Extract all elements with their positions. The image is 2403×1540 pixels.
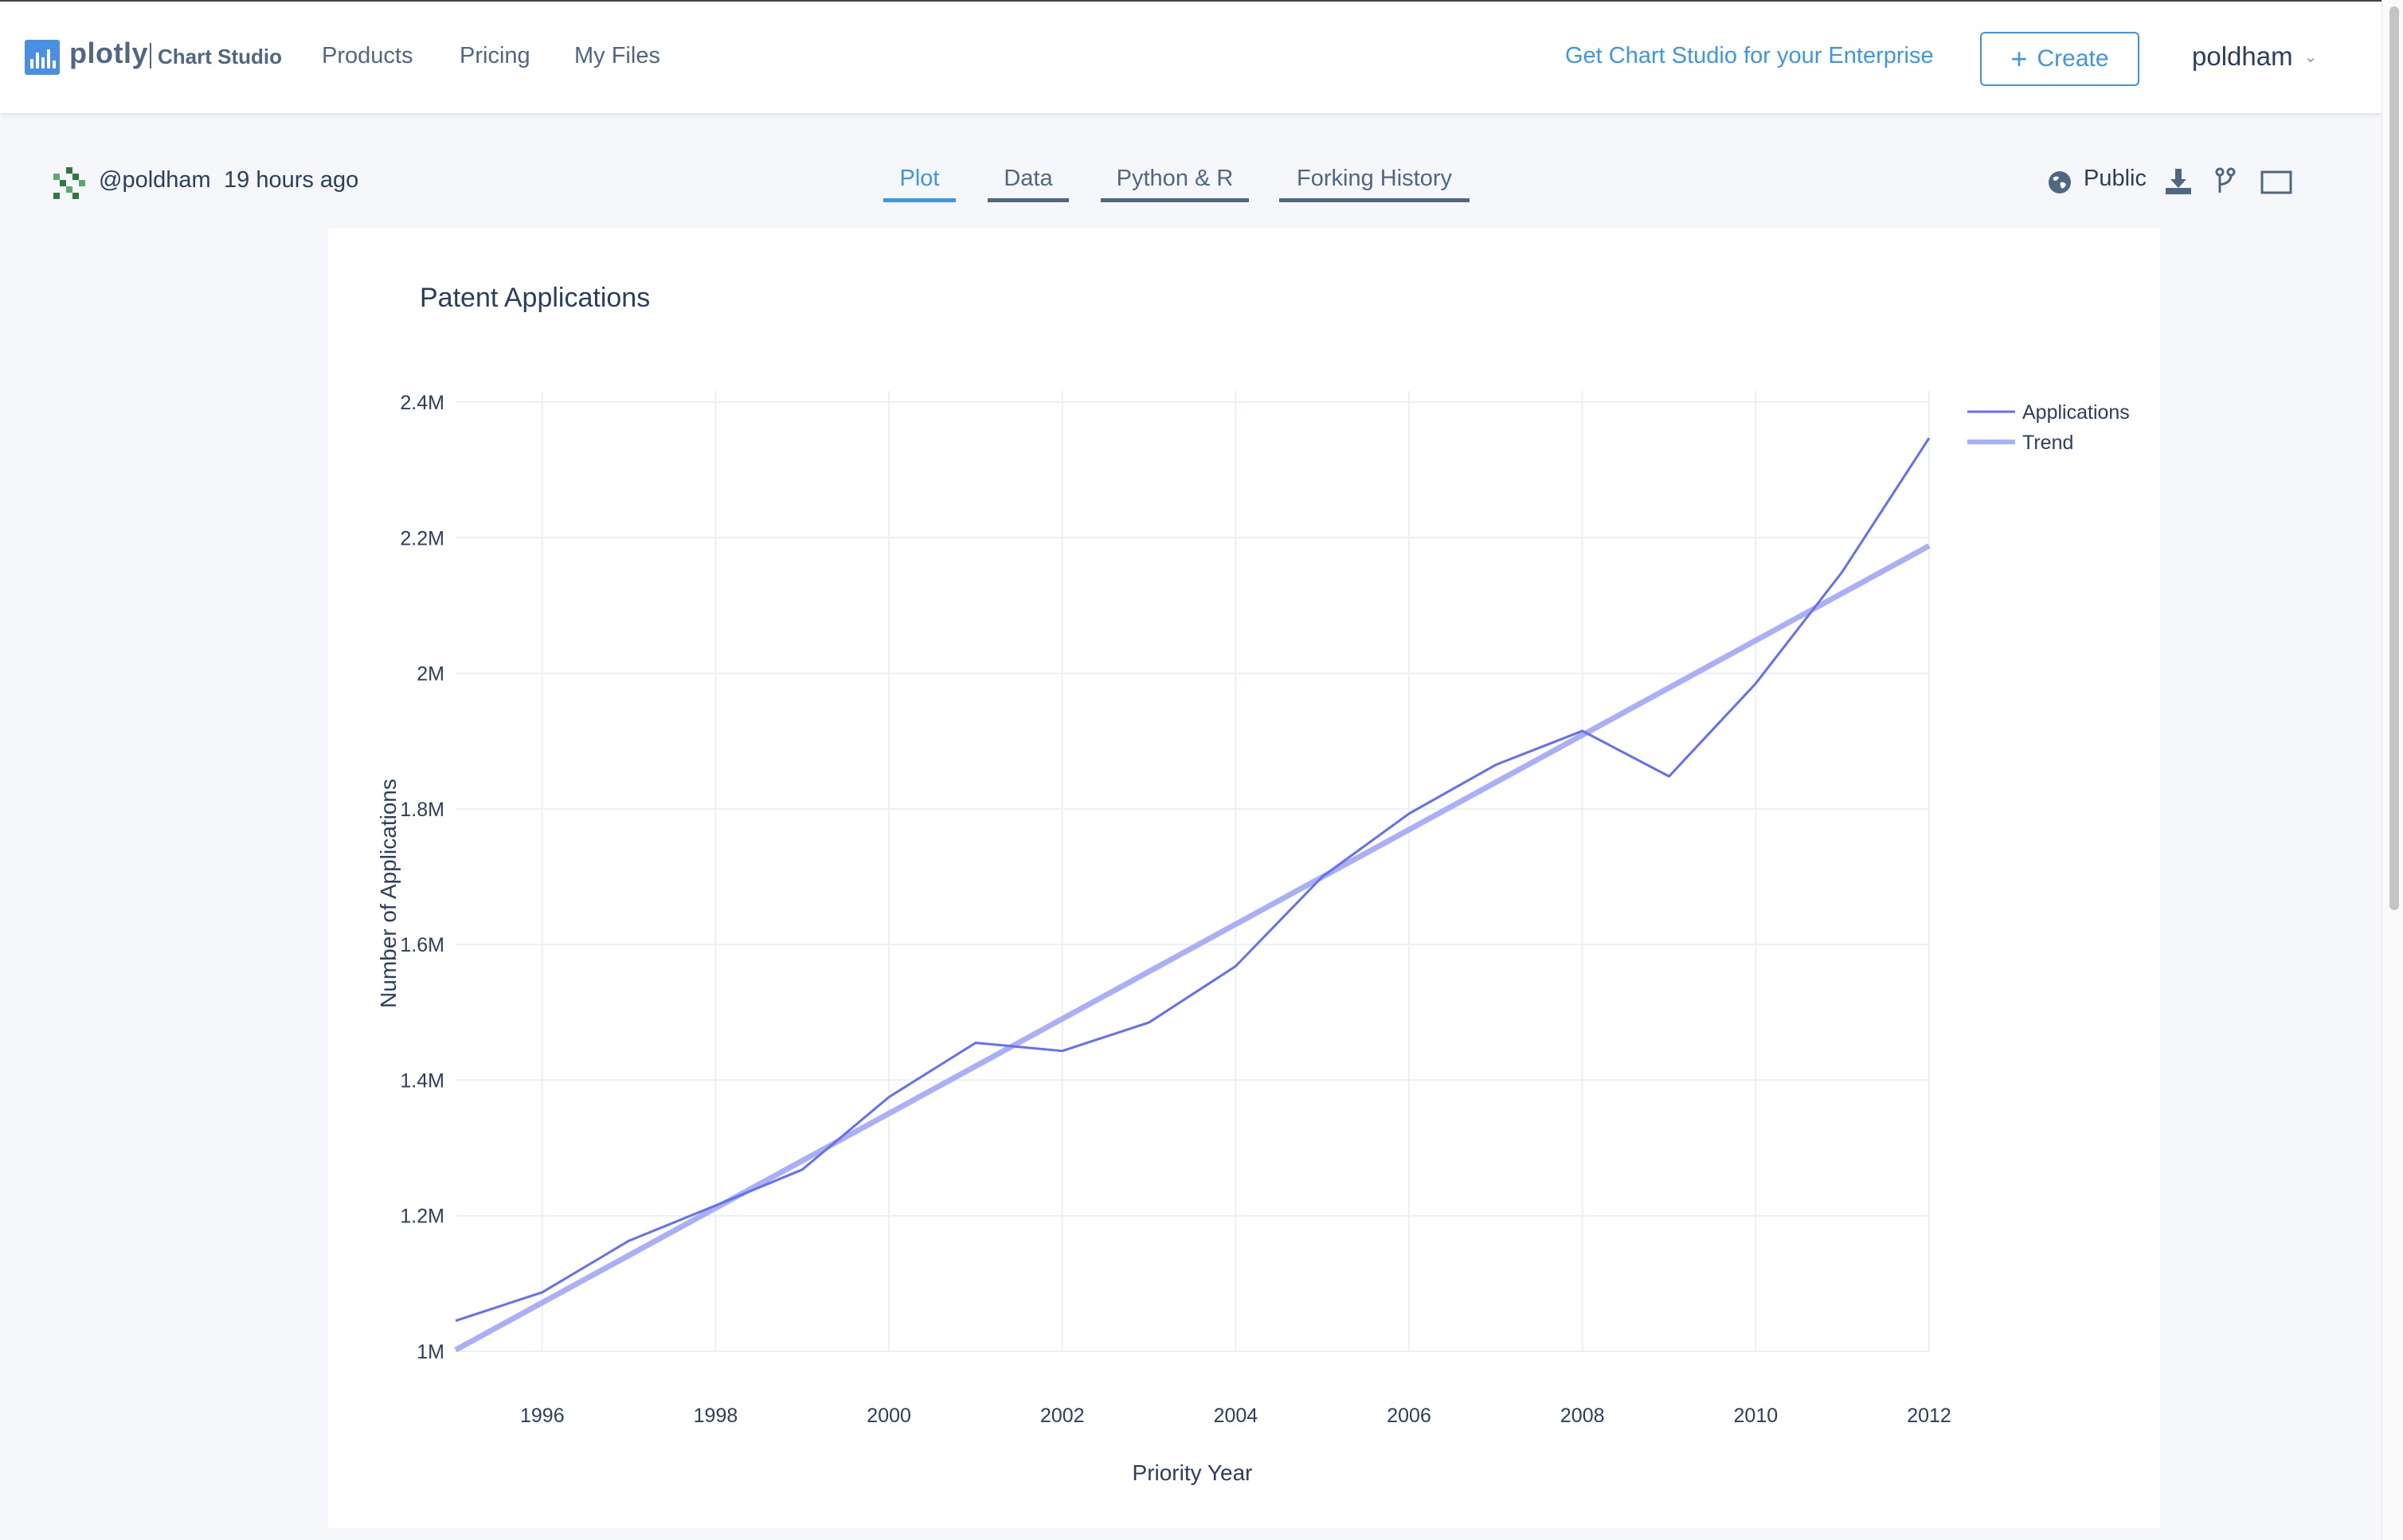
y-tick-label: 2.2M (400, 527, 444, 549)
x-tick-label: 2012 (1907, 1405, 1951, 1427)
globe-icon[interactable] (2048, 170, 2072, 194)
x-axis-title: Priority Year (1133, 1460, 1253, 1485)
y-tick-label: 1.6M (400, 934, 444, 956)
x-tick-labels: 1996 1998 2000 2002 2004 2006 2008 2010 2012 (520, 1405, 1951, 1427)
y-tick-label: 2.4M (400, 392, 444, 414)
x-tick-label: 1996 (520, 1405, 565, 1427)
x-tick-label: 1998 (694, 1405, 738, 1427)
x-tick-label: 2008 (1560, 1405, 1605, 1427)
line-chart[interactable]: 1996 1998 2000 2002 2004 2006 2008 2010 2012 1M1… (328, 229, 2160, 1528)
y-tick-label: 1M (417, 1341, 444, 1363)
tab-python-r[interactable]: Python & R (1101, 166, 1249, 202)
scrollbar-thumb[interactable] (2389, 6, 2399, 910)
chart-title: Patent Applications (420, 283, 650, 313)
legend-item-applications[interactable]: Applications (1967, 401, 2130, 424)
y-gridlines (456, 401, 1929, 1352)
y-axis-title: Number of Applications (376, 779, 401, 1008)
plot-card: 1996 1998 2000 2002 2004 2006 2008 2010 2012 1M 1… (328, 229, 2160, 1528)
x-tick-label: 2006 (1387, 1405, 1431, 1427)
legend-label: Trend (2022, 432, 2073, 454)
logo-wordmark[interactable]: plotly (69, 37, 148, 69)
fork-icon[interactable] (2214, 167, 2237, 196)
y-tick-label: 1.2M (400, 1206, 444, 1228)
author-avatar[interactable] (53, 167, 85, 199)
create-button[interactable]: + Create (1980, 32, 2139, 86)
nav-link-pricing[interactable]: Pricing (460, 43, 530, 68)
tab-data[interactable]: Data (988, 166, 1069, 202)
download-icon[interactable] (2164, 167, 2193, 196)
y-tick-label: 2M (417, 663, 444, 686)
series-layer (454, 437, 1931, 1353)
series-line-trend[interactable] (454, 543, 1931, 1353)
enterprise-link[interactable]: Get Chart Studio for your Enterprise (1565, 43, 1934, 68)
user-menu[interactable]: poldham ⌄ (2192, 41, 2317, 72)
top-navbar: plotly Chart Studio Products Pricing My … (0, 0, 2381, 113)
tab-plot[interactable]: Plot (883, 166, 956, 202)
timestamp: 19 hours ago (224, 167, 359, 193)
y-tick-label: 1.8M (400, 799, 444, 821)
plotly-logo-icon[interactable] (25, 40, 60, 75)
y-tick-label: 1.4M (400, 1069, 444, 1092)
chevron-down-icon: ⌄ (2303, 48, 2318, 66)
nav-link-products[interactable]: Products (322, 43, 413, 68)
x-tick-label: 2010 (1734, 1405, 1779, 1427)
x-tick-label: 2004 (1214, 1405, 1258, 1427)
plus-icon: + (2010, 42, 2028, 75)
tab-forking-history[interactable]: Forking History (1279, 166, 1470, 202)
author-link[interactable]: @poldham (99, 167, 211, 193)
logo-divider (150, 43, 151, 68)
legend-label: Applications (2022, 401, 2130, 424)
legend[interactable]: Applications Trend (1967, 401, 2130, 454)
visibility-label: Public (2084, 166, 2147, 191)
nav-link-my-files[interactable]: My Files (574, 43, 660, 68)
series-line-applications[interactable] (455, 437, 1931, 1323)
fullscreen-icon[interactable] (2260, 167, 2292, 196)
x-tick-label: 2002 (1040, 1405, 1085, 1427)
x-tick-label: 2000 (867, 1405, 911, 1427)
username: poldham (2192, 41, 2293, 71)
logo-subtitle[interactable]: Chart Studio (158, 45, 282, 68)
y-tick-labels: 1M 1.2M 1.4M 1.6M 1.8M 2M 2.2M 2.4M (400, 392, 444, 1363)
create-button-label: Create (2037, 45, 2109, 72)
legend-item-trend[interactable]: Trend (1967, 432, 2073, 454)
x-gridlines (541, 391, 1930, 1351)
